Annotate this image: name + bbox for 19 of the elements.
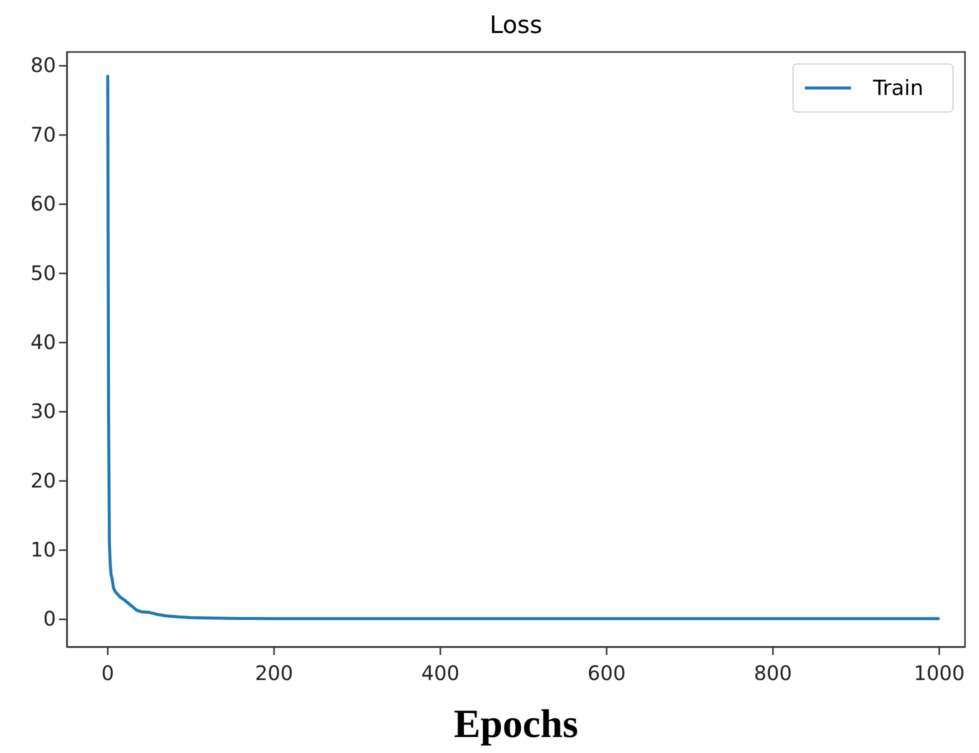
y-tick-label: 60 [30,192,56,216]
legend-label: Train [872,76,924,100]
x-tick-label: 800 [754,661,792,685]
y-tick-label: 70 [30,122,56,146]
y-tick-label: 50 [30,260,56,285]
y-tick-label: 80 [30,53,56,78]
chart-title: Loss [490,11,542,39]
x-tick-label: 200 [254,661,294,685]
y-tick-label: 0 [43,606,56,631]
x-tick-label: 1000 [914,661,965,685]
y-tick-label: 10 [30,538,56,562]
y-tick-label: 20 [30,468,56,492]
x-tick-label: 400 [421,661,460,685]
y-tick-label: 30 [30,399,56,424]
x-tick-label: 0 [101,661,114,685]
line-series [106,74,940,620]
y-tick-label: 40 [30,330,56,354]
x-axis-title: Epochs [454,701,578,746]
x-tick-label: 600 [588,661,626,685]
